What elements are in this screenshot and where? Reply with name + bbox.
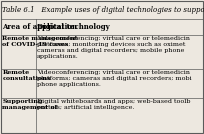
Text: Remote
consultations: Remote consultations <box>2 70 51 81</box>
Text: Table 6.1   Example uses of digital technologies to support c: Table 6.1 Example uses of digital techno… <box>2 6 204 14</box>
Text: Remote management
of COVID-19 cases: Remote management of COVID-19 cases <box>2 36 78 47</box>
Text: Digital whiteboards and apps; web-based toolb
portals; artificial intelligence.: Digital whiteboards and apps; web-based … <box>37 99 190 110</box>
Text: Supporting
management of: Supporting management of <box>2 99 58 110</box>
Text: Area of application: Area of application <box>2 23 78 31</box>
Text: Videoconferencing; virtual care or telemedicin
platforms; monitoring devices suc: Videoconferencing; virtual care or telem… <box>37 36 190 59</box>
Text: Videoconferencing; virtual care or telemedicin
platforms; cameras and digital re: Videoconferencing; virtual care or telem… <box>37 70 191 87</box>
Text: Digital technology: Digital technology <box>37 23 110 31</box>
